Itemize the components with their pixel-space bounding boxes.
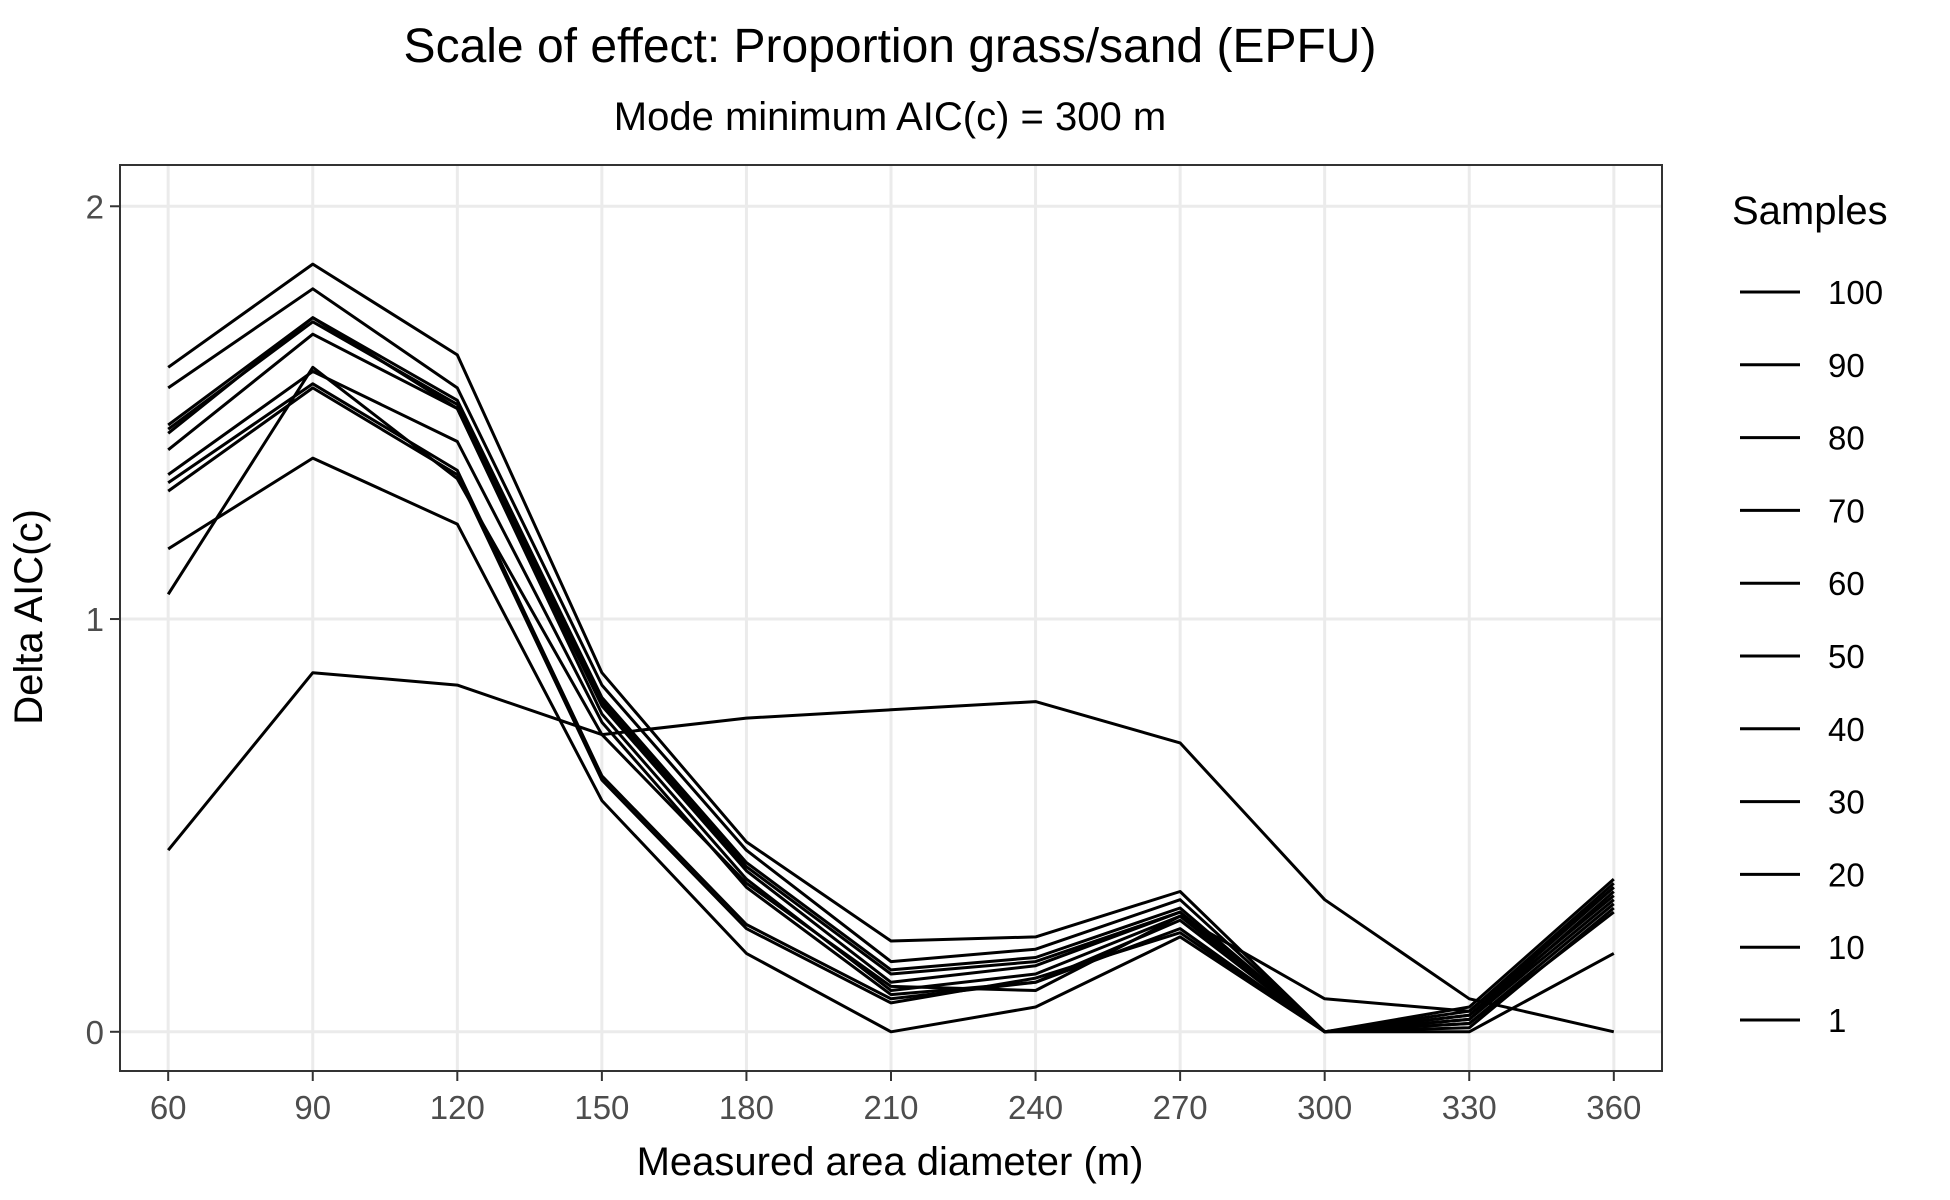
- x-tick-label: 330: [1442, 1089, 1497, 1126]
- series-line: [167, 386, 1615, 1034]
- x-tick-label: 240: [1008, 1089, 1063, 1126]
- legend-item: 100: [1740, 274, 1883, 311]
- legend-label: 70: [1828, 492, 1865, 529]
- legend-label: 20: [1828, 856, 1865, 893]
- legend-label: 50: [1828, 638, 1865, 675]
- chart-title: Scale of effect: Proportion grass/sand (…: [404, 20, 1377, 73]
- legend-item: 90: [1740, 347, 1865, 384]
- x-tick-label: 60: [150, 1089, 187, 1126]
- legend-label: 30: [1828, 784, 1865, 821]
- x-tick-label: 360: [1586, 1089, 1641, 1126]
- x-axis-title: Measured area diameter (m): [637, 1140, 1144, 1184]
- legend-label: 40: [1828, 711, 1865, 748]
- y-tick-label: 0: [86, 1014, 104, 1051]
- x-tick-label: 150: [574, 1089, 629, 1126]
- x-tick-label: 180: [719, 1089, 774, 1126]
- legend-item: 60: [1740, 565, 1865, 602]
- legend-label: 80: [1828, 420, 1865, 457]
- legend-label: 1: [1828, 1002, 1846, 1039]
- chart-subtitle: Mode minimum AIC(c) = 300 m: [614, 95, 1166, 139]
- legend-item: 80: [1740, 420, 1865, 457]
- axes: 60 90 120 150 180 210 240 270 300 330 360 0 1 2: [86, 188, 1642, 1126]
- legend-item: 20: [1740, 856, 1865, 893]
- legend-title: Samples: [1732, 189, 1888, 233]
- x-tick-label: 300: [1297, 1089, 1352, 1126]
- legend-item: 70: [1740, 492, 1865, 529]
- x-tick-label: 210: [863, 1089, 918, 1126]
- legend-item: 10: [1740, 929, 1865, 966]
- legend-item: 40: [1740, 711, 1865, 748]
- y-tick-label: 1: [86, 601, 104, 638]
- legend-label: 100: [1828, 274, 1883, 311]
- legend-item: 30: [1740, 784, 1865, 821]
- legend-label: 60: [1828, 565, 1865, 602]
- legend-label: 10: [1828, 929, 1865, 966]
- legend-item: 1: [1740, 1002, 1846, 1039]
- x-tick-label: 90: [294, 1089, 331, 1126]
- legend-entries: 100 90 80 70 60 50 40 30 20 10 1: [1740, 274, 1883, 1039]
- x-tick-label: 270: [1153, 1089, 1208, 1126]
- y-axis-title: Delta AIC(c): [7, 509, 51, 725]
- legend: Samples 100 90 80 70 60 50 40 30 20 10 1: [1732, 189, 1888, 1039]
- legend-label: 90: [1828, 347, 1865, 384]
- legend-item: 50: [1740, 638, 1865, 675]
- series-lines: [166, 262, 1615, 1034]
- series-line: [166, 365, 1615, 1013]
- x-tick-label: 120: [430, 1089, 485, 1126]
- y-tick-label: 2: [86, 188, 104, 225]
- series-line: [167, 456, 1615, 1034]
- gridlines: [120, 165, 1662, 1071]
- series-line: [167, 671, 1615, 1034]
